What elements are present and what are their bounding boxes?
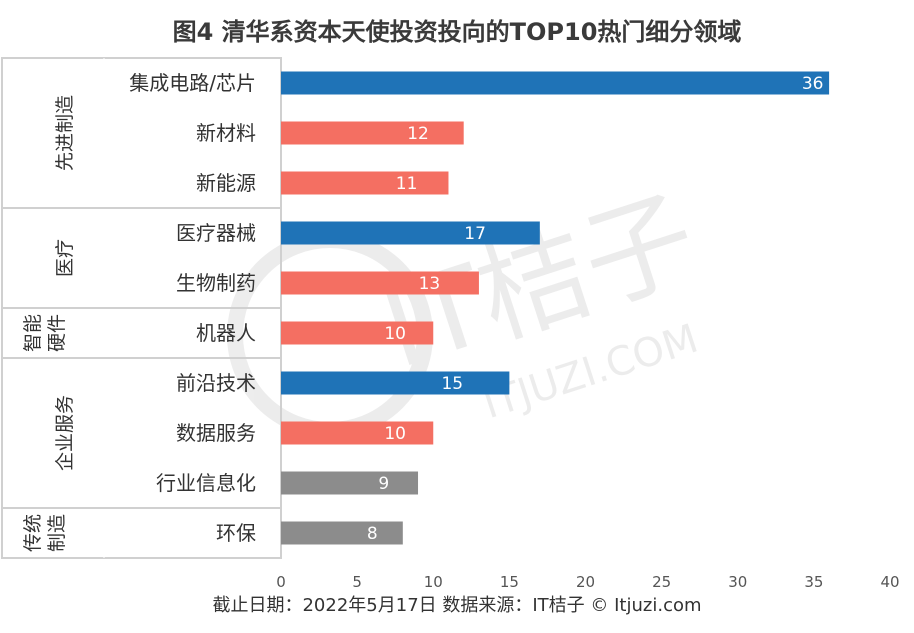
data-label: 11 xyxy=(396,174,418,194)
bar xyxy=(281,221,540,245)
group-label: 先进制造 xyxy=(54,95,76,171)
group-label: 传统 xyxy=(22,514,44,552)
x-tick-label: 5 xyxy=(352,573,362,591)
data-label: 10 xyxy=(384,424,406,444)
data-label: 17 xyxy=(464,224,486,244)
bar xyxy=(281,121,464,145)
x-tick-label: 0 xyxy=(276,573,286,591)
bar xyxy=(281,321,434,345)
bar xyxy=(281,471,419,495)
group-label: 企业服务 xyxy=(54,395,76,471)
group-label: 制造 xyxy=(46,514,68,552)
category-label: 新能源 xyxy=(196,171,256,195)
category-label: 新材料 xyxy=(196,121,256,145)
footer-source: 截止日期：2022年5月17日 数据来源：IT桔子 © Itjuzi.com xyxy=(212,595,701,616)
group-label: 智能 xyxy=(22,314,44,352)
x-tick-label: 40 xyxy=(880,573,899,591)
bars-layer: 36 12 11 17 13 10 15 10 9 8 xyxy=(281,71,830,545)
x-tick-label: 20 xyxy=(576,573,595,591)
x-axis: 0 5 10 15 20 25 30 35 40 xyxy=(276,573,899,591)
x-tick-label: 15 xyxy=(500,573,519,591)
category-label: 医疗器械 xyxy=(176,221,256,245)
data-label: 36 xyxy=(802,74,824,94)
bar xyxy=(281,71,830,95)
bar xyxy=(281,421,434,445)
data-label: 12 xyxy=(407,124,429,144)
category-label: 环保 xyxy=(216,521,256,545)
category-label: 生物制药 xyxy=(176,271,256,295)
bar xyxy=(281,171,449,195)
bar xyxy=(281,271,479,295)
data-label: 15 xyxy=(441,374,463,394)
data-label: 13 xyxy=(419,274,441,294)
category-label: 行业信息化 xyxy=(156,471,256,495)
data-label: 8 xyxy=(367,524,378,544)
x-tick-label: 10 xyxy=(424,573,443,591)
category-label: 数据服务 xyxy=(176,421,256,445)
x-tick-label: 25 xyxy=(652,573,671,591)
data-label: 10 xyxy=(384,324,406,344)
category-label: 前沿技术 xyxy=(176,371,256,395)
x-tick-label: 35 xyxy=(804,573,823,591)
bar xyxy=(281,371,510,395)
category-label: 集成电路/芯片 xyxy=(129,71,256,95)
bar xyxy=(281,521,403,545)
group-label: 硬件 xyxy=(46,314,68,352)
category-label: 机器人 xyxy=(196,321,256,345)
chart-title: 图4 清华系资本天使投资投向的TOP10热门细分领域 xyxy=(173,18,742,46)
x-tick-label: 30 xyxy=(728,573,747,591)
data-label: 9 xyxy=(378,474,389,494)
group-label: 医疗 xyxy=(54,239,76,277)
